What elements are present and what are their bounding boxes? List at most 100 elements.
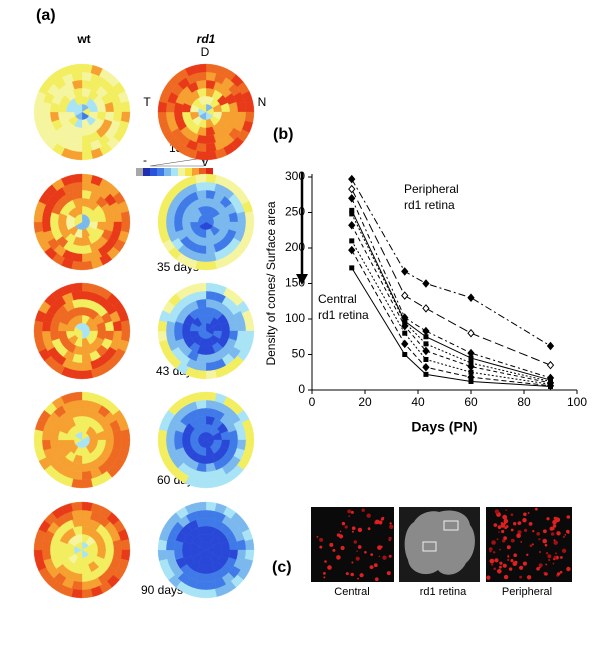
cone-dot xyxy=(538,538,541,541)
heatmap-cell xyxy=(236,101,247,113)
cone-dot xyxy=(364,551,367,554)
row-label: 90 days xyxy=(141,583,183,597)
heatmap-cell xyxy=(120,539,131,551)
cone-dot xyxy=(498,531,500,533)
orientation-label: T xyxy=(143,95,151,109)
x-axis-label: Days (PN) xyxy=(411,419,477,435)
cone-dot xyxy=(389,522,392,525)
heatmap-cell xyxy=(81,361,93,372)
cone-dot xyxy=(535,507,538,511)
cone-dot xyxy=(323,572,326,575)
heatmap-cell xyxy=(244,429,255,441)
cone-dot xyxy=(547,554,552,559)
cone-dot xyxy=(516,533,521,538)
cone-dot xyxy=(526,553,529,556)
annotation: rd1 retina xyxy=(404,198,455,212)
cone-dot xyxy=(555,517,561,523)
heatmap-cell xyxy=(195,181,207,192)
x-tick-label: 0 xyxy=(309,395,316,409)
cone-dot xyxy=(370,553,374,556)
heatmap-cell xyxy=(205,588,217,599)
cone-dot xyxy=(519,565,524,570)
heatmap-cell xyxy=(71,63,83,74)
column-label: rd1 xyxy=(197,32,216,46)
heatmap-cell xyxy=(236,211,247,223)
cone-dot xyxy=(526,575,532,580)
heatmap-cell xyxy=(81,478,93,489)
heatmap-cell xyxy=(165,111,176,123)
panel-label: (b) xyxy=(273,126,293,143)
heatmap-cell xyxy=(71,173,83,184)
cone-dot xyxy=(510,538,515,543)
heatmap-cell xyxy=(71,391,83,402)
cone-dot xyxy=(542,538,547,544)
cone-dot xyxy=(536,567,540,571)
heatmap-cell xyxy=(41,330,52,342)
cone-dot xyxy=(507,555,510,558)
cone-dot xyxy=(357,577,359,580)
heatmap-cell xyxy=(81,260,93,271)
cone-dot xyxy=(555,552,557,555)
series-line xyxy=(351,249,551,387)
heatmap-cell xyxy=(71,71,83,82)
marker xyxy=(349,211,355,217)
series-line xyxy=(351,198,551,379)
cone-dot xyxy=(545,552,549,555)
x-tick-label: 80 xyxy=(517,395,531,409)
cone-dot xyxy=(552,519,557,525)
heatmap-cell xyxy=(33,549,44,561)
marker xyxy=(422,304,430,313)
cone-dot xyxy=(528,522,533,526)
cone-dot xyxy=(499,565,502,569)
cone-dot xyxy=(566,515,571,519)
marker xyxy=(422,326,430,336)
retina xyxy=(404,510,475,575)
cone-dot xyxy=(561,548,567,553)
heatmap-cell xyxy=(33,221,44,233)
cone-dot xyxy=(371,566,374,569)
heatmap-cell xyxy=(244,320,255,332)
cone-dot xyxy=(351,526,356,530)
cone-dot xyxy=(503,536,507,540)
cone-dot xyxy=(513,522,517,526)
panel-label: (a) xyxy=(36,7,56,24)
cone-dot xyxy=(327,565,332,570)
marker xyxy=(423,371,429,377)
cone-dot xyxy=(508,567,513,571)
cone-dot xyxy=(319,545,323,549)
cone-dot xyxy=(388,554,392,558)
marker xyxy=(401,321,409,331)
marker xyxy=(401,339,409,349)
x-tick-label: 40 xyxy=(411,395,425,409)
heatmap-cell xyxy=(112,320,123,332)
marker xyxy=(349,238,355,244)
cone-dot xyxy=(489,547,493,551)
cone-dot xyxy=(332,548,336,552)
heatmap-cell xyxy=(205,580,217,591)
cone-dot xyxy=(538,563,543,568)
cone-dot xyxy=(566,529,570,534)
marker xyxy=(468,355,474,361)
heatmap-cell xyxy=(195,501,207,512)
scale-cell xyxy=(164,168,171,176)
cone-dot xyxy=(502,514,508,520)
cone-dot xyxy=(497,569,502,574)
cone-dot xyxy=(503,574,509,580)
marker xyxy=(423,341,429,347)
micrograph xyxy=(311,507,394,582)
heatmap-cell xyxy=(157,111,168,123)
heatmap-cell xyxy=(157,439,168,451)
cone-dot xyxy=(544,572,548,576)
cone-dot xyxy=(341,521,346,526)
heatmap-cell xyxy=(205,252,217,263)
heatmap-cell xyxy=(244,211,255,223)
cone-dot xyxy=(556,572,561,576)
marker xyxy=(401,291,409,300)
marker xyxy=(348,194,356,203)
heatmap-cell xyxy=(165,439,176,451)
series-line xyxy=(351,210,551,381)
cone-dot xyxy=(491,563,494,566)
heatmap-cell xyxy=(195,290,207,301)
panel-label: (c) xyxy=(272,559,292,576)
